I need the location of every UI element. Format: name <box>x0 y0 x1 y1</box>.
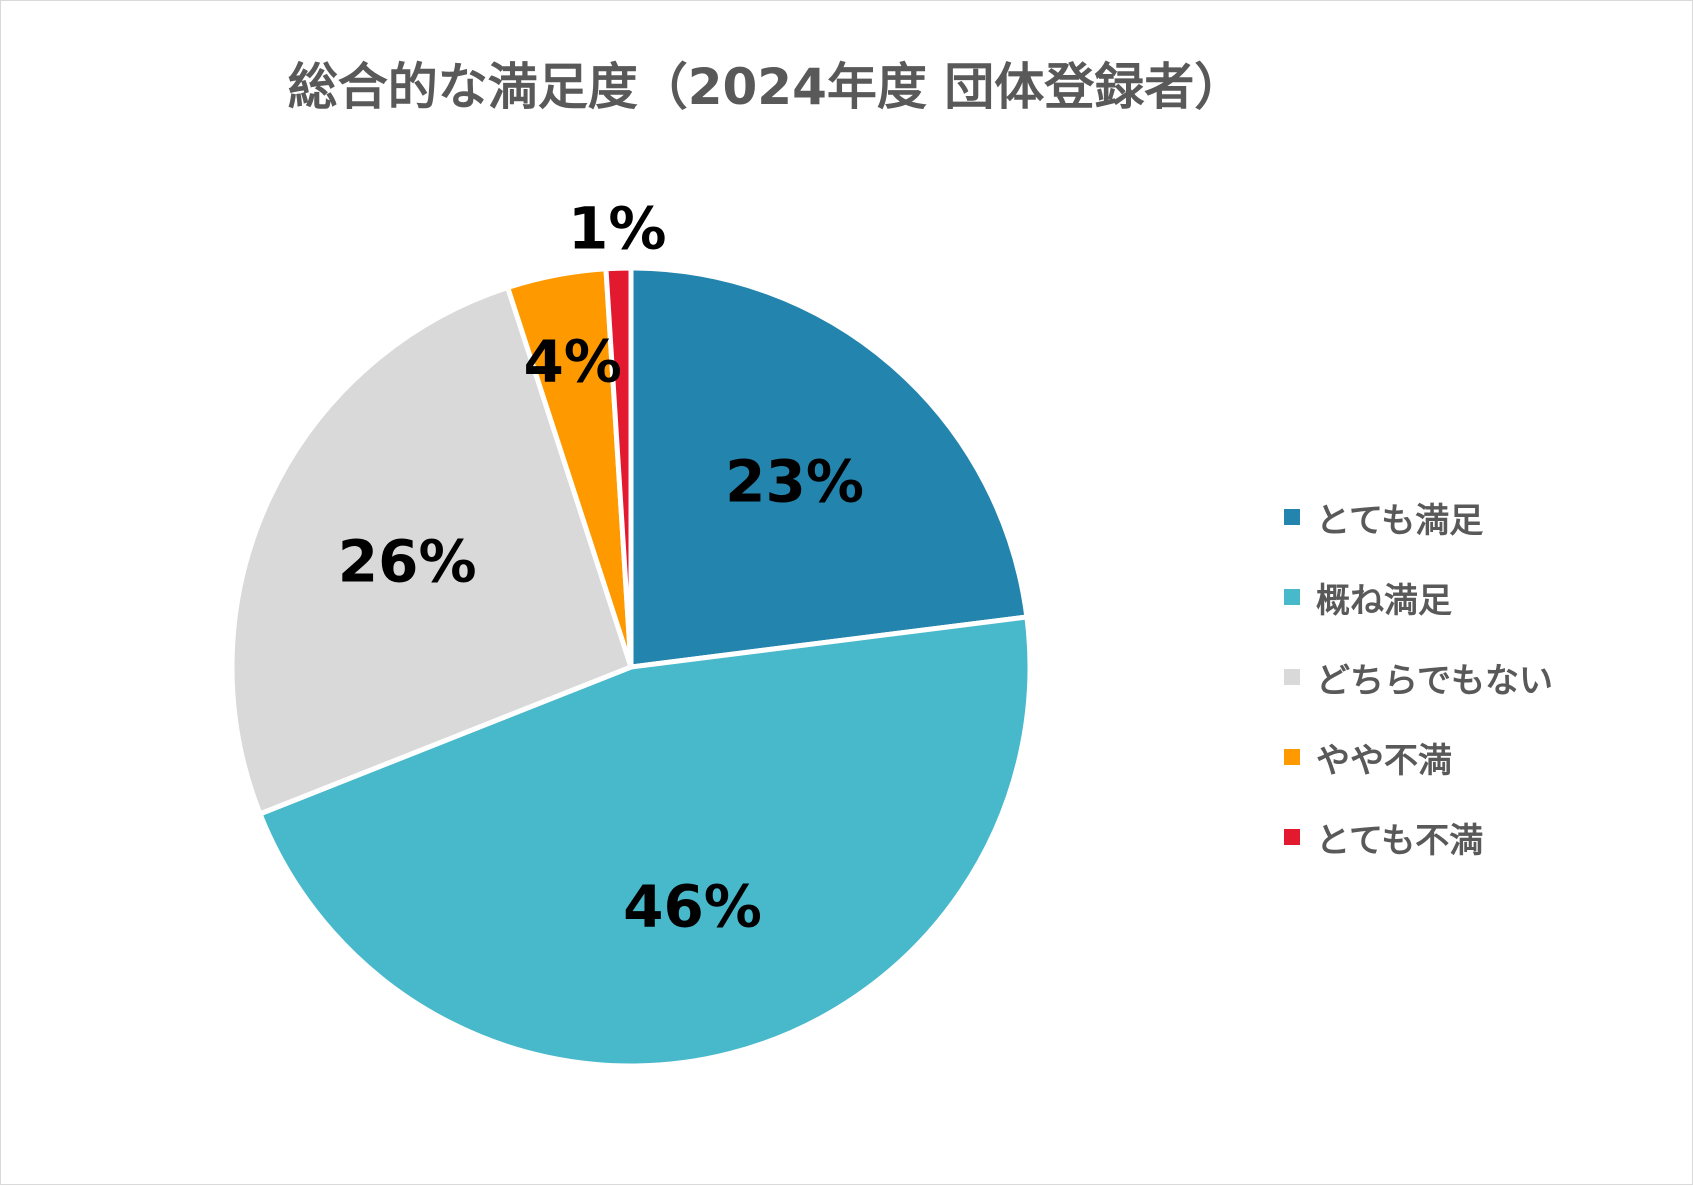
pie-slice <box>603 265 634 670</box>
legend-item: どちらでもない <box>1284 637 1553 717</box>
legend-swatch <box>1284 669 1300 685</box>
legend-label: とても不満 <box>1316 820 1484 861</box>
legend-label: とても満足 <box>1316 500 1484 541</box>
pie-slice <box>257 614 1033 1069</box>
slice-data-label: 23% <box>725 447 864 515</box>
legend-item: とても不満 <box>1284 797 1553 877</box>
pie-slice <box>628 265 1030 670</box>
slice-data-label: 1% <box>568 194 666 262</box>
legend-swatch <box>1284 829 1300 845</box>
legend-swatch <box>1284 589 1300 605</box>
slice-data-label: 46% <box>623 873 762 941</box>
slice-data-label: 26% <box>338 528 477 596</box>
legend-label: どちらでもない <box>1316 660 1553 701</box>
legend-label: やや不満 <box>1316 740 1452 781</box>
legend-swatch <box>1284 749 1300 765</box>
legend-item: とても満足 <box>1284 477 1553 557</box>
slice-data-label: 4% <box>523 327 621 395</box>
legend-item: 概ね満足 <box>1284 557 1553 637</box>
pie-slice <box>229 285 634 817</box>
legend-label: 概ね満足 <box>1316 580 1452 621</box>
legend: とても満足 概ね満足 どちらでもない やや不満 とても不満 <box>1284 477 1553 877</box>
legend-item: やや不満 <box>1284 717 1553 797</box>
legend-swatch <box>1284 509 1300 525</box>
chart-title: 総合的な満足度（2024年度 団体登録者） <box>287 58 1245 116</box>
